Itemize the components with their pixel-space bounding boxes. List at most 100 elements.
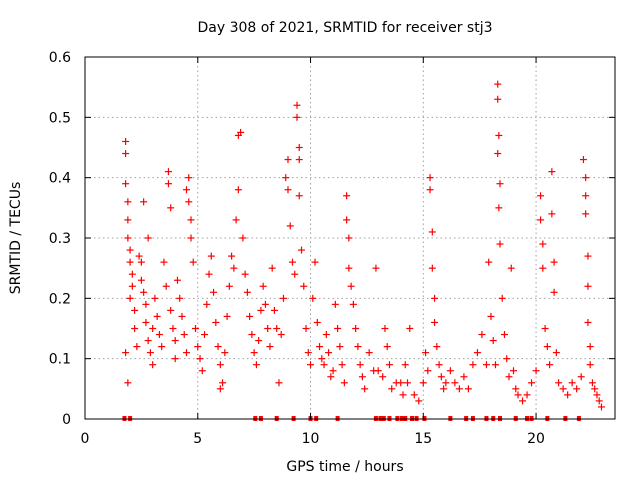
data-point: [498, 294, 506, 302]
y-tick-label: 0.1: [49, 352, 71, 368]
data-point: [144, 234, 152, 242]
data-point: [528, 379, 536, 387]
data-point: [552, 349, 560, 357]
data-point: [203, 300, 211, 308]
data-point: [381, 325, 389, 332]
data-point: [322, 331, 330, 339]
data-point: [582, 174, 590, 182]
data-point: [507, 264, 515, 272]
data-point: [356, 361, 364, 369]
data-point: [426, 186, 434, 194]
data-point: [496, 180, 504, 188]
data-point: [198, 367, 206, 375]
data-point: [149, 325, 157, 332]
data-point: [397, 379, 405, 387]
data-point: [433, 343, 441, 351]
data-point: [586, 343, 594, 351]
data-point: [293, 101, 301, 109]
data-point: [266, 343, 274, 351]
data-point: [300, 282, 308, 290]
data-point: [593, 391, 601, 399]
x-tick-label: 0: [81, 431, 90, 447]
data-point: [494, 80, 502, 88]
data-point: [374, 367, 382, 375]
data-point: [133, 343, 141, 351]
data-point: [298, 246, 306, 254]
data-point: [325, 349, 333, 357]
data-point: [539, 240, 547, 248]
data-point: [178, 312, 186, 320]
data-point: [207, 252, 215, 260]
data-point: [550, 258, 558, 266]
data-point: [311, 258, 319, 266]
x-tick-label: 15: [414, 431, 432, 447]
data-point: [275, 379, 283, 387]
data-point: [221, 349, 229, 357]
data-point: [388, 385, 396, 393]
data-point: [577, 373, 585, 381]
data-point: [171, 337, 179, 345]
data-point: [216, 385, 224, 393]
y-tick-label: 0: [62, 412, 71, 428]
data-point: [358, 373, 366, 381]
data-point: [210, 288, 218, 296]
data-point: [122, 137, 130, 145]
data-point: [564, 391, 572, 399]
data-point: [259, 282, 267, 290]
data-point: [167, 306, 175, 314]
data-point: [435, 361, 443, 369]
data-point: [185, 198, 193, 206]
data-point: [385, 361, 393, 369]
x-axis-label: GPS time / hours: [286, 459, 403, 475]
data-point: [180, 331, 188, 339]
data-point: [153, 312, 161, 320]
data-point: [327, 373, 335, 381]
data-point: [514, 391, 522, 399]
data-point: [196, 355, 204, 363]
data-point: [410, 391, 418, 399]
data-point: [399, 391, 407, 399]
data-points: [122, 80, 605, 411]
data-point: [309, 294, 317, 302]
data-point: [334, 325, 342, 332]
data-point: [225, 282, 233, 290]
data-point: [246, 312, 254, 320]
data-point: [126, 258, 134, 266]
data-point: [555, 379, 563, 387]
data-point: [568, 379, 576, 387]
data-point: [329, 367, 337, 375]
data-point: [167, 204, 175, 212]
data-point: [537, 192, 545, 200]
data-point: [270, 306, 278, 314]
data-point: [482, 361, 490, 369]
data-point: [541, 325, 549, 332]
data-point: [291, 270, 299, 278]
data-point: [214, 343, 222, 351]
data-point: [505, 373, 513, 381]
data-point: [404, 379, 412, 387]
data-point: [365, 349, 373, 357]
data-point: [495, 204, 503, 212]
data-point: [460, 373, 468, 381]
data-point: [379, 373, 387, 381]
data-point: [464, 385, 472, 393]
data-point: [205, 270, 213, 278]
chart-title: Day 308 of 2021, SRMTID for receiver stj…: [198, 20, 493, 36]
data-point: [223, 312, 231, 320]
data-point: [336, 343, 344, 351]
data-point: [268, 264, 276, 272]
data-point: [279, 294, 287, 302]
data-point: [431, 294, 439, 302]
data-point: [228, 252, 236, 260]
data-point: [122, 349, 130, 357]
data-point: [288, 258, 296, 266]
data-point: [160, 258, 168, 266]
data-point: [304, 349, 312, 357]
data-point: [546, 361, 554, 369]
data-point: [295, 144, 303, 151]
data-point: [124, 216, 132, 224]
data-point: [284, 186, 292, 194]
axis-ticks: [84, 56, 615, 420]
data-point: [519, 397, 527, 405]
